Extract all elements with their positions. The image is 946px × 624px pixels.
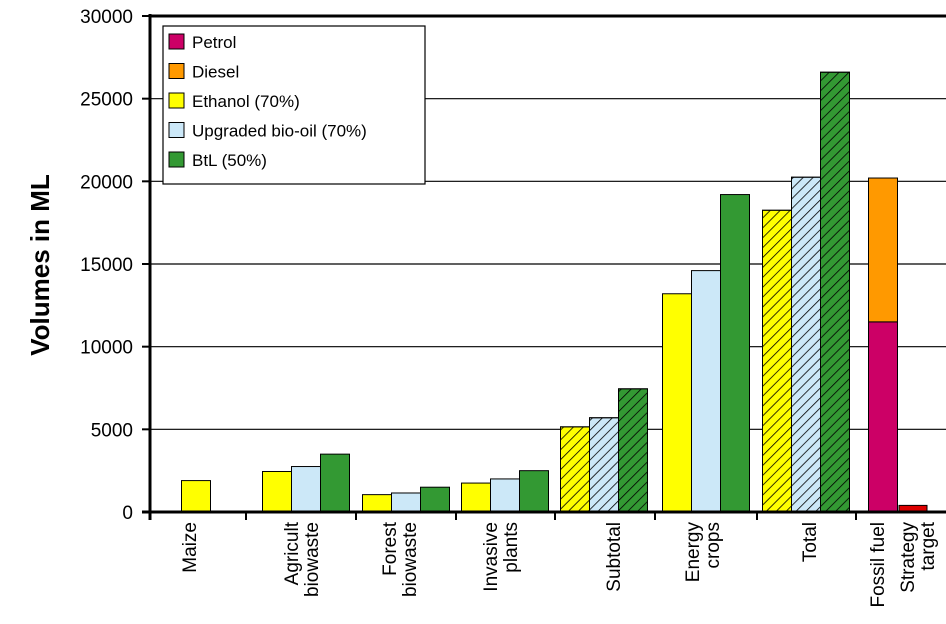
legend-swatch-0 [168,33,185,50]
bar-btl-1 [320,453,350,513]
bar-biooil-1 [291,466,321,513]
y-tick-label-0: 0 [122,503,133,524]
x-category-label-5-1: crops [703,522,724,568]
bar-ethanol-2 [362,494,392,513]
y-tick-label-5000: 5000 [91,420,133,441]
y-tick-labels: 0 5000 10000 15000 20000 25000 30000 [80,7,133,524]
axes [142,14,946,520]
x-category-labels: Maize Agricult biowaste Forest biowaste Invas… [180,521,939,607]
x-category-label-8-1: target [918,521,939,570]
bars [181,71,928,513]
x-category-label-3-1: plants [501,522,522,573]
x-category-label-0-0: Maize [180,522,201,573]
bar-hatch-btl-6 [820,71,850,513]
bar-fossil-petrol [868,321,898,513]
x-category-label-4-0: Subtotal [604,522,625,592]
x-category-label-2-0: Forest [380,521,401,576]
legend-swatch-1 [168,63,185,79]
legend: Petrol Diesel Ethanol (70%) Upgraded bio-oi… [162,25,426,185]
bar-ethanol-5 [662,293,692,513]
legend-swatch-2 [168,92,185,109]
bar-ethanol-3 [461,482,491,513]
y-axis-label: Volumes in ML [25,174,55,356]
y-tick-label-15000: 15000 [80,255,133,276]
bar-fossil-diesel [868,177,898,323]
bar-hatch-ethanol-4 [560,426,590,513]
x-category-label-6-0: Total [800,522,821,562]
legend-label-0: Petrol [192,33,236,52]
bar-hatch-ethanol-6 [762,209,792,513]
y-tick-label-10000: 10000 [80,338,133,359]
legend-box [162,25,426,185]
x-category-label-1-0: Agricult [282,521,303,585]
legend-label-2: Ethanol (70%) [192,92,300,111]
bar-btl-2 [420,486,450,513]
x-category-label-1-1: biowaste [302,522,323,597]
legend-swatch-4 [168,151,185,168]
bar-btl-5 [720,194,750,513]
x-category-label-3-0: Invasive [481,522,502,592]
bar-biooil-2 [391,492,421,513]
legend-label-3: Upgraded bio-oil (70%) [192,122,367,141]
y-tick-label-30000: 30000 [80,7,133,28]
x-category-label-7-0: Fossil fuel [868,522,889,608]
bar-biooil-3 [490,478,520,513]
y-tick-label-25000: 25000 [80,90,133,111]
bar-ethanol-0 [181,480,211,513]
legend-swatch-3 [168,122,185,138]
bar-hatch-biooil-4 [589,417,619,513]
bar-btl-3 [519,470,549,513]
x-category-label-2-1: biowaste [400,522,421,597]
x-category-label-8-0: Strategy [898,522,919,593]
legend-label-4: BtL (50%) [192,151,267,170]
bar-hatch-btl-4 [618,388,648,513]
bar-ethanol-1 [262,470,292,513]
x-category-label-5-0: Energy [683,522,704,583]
bar-biooil-5 [691,270,721,513]
legend-label-1: Diesel [192,63,239,82]
y-tick-label-20000: 20000 [80,172,133,193]
bar-hatch-biooil-6 [791,176,821,513]
